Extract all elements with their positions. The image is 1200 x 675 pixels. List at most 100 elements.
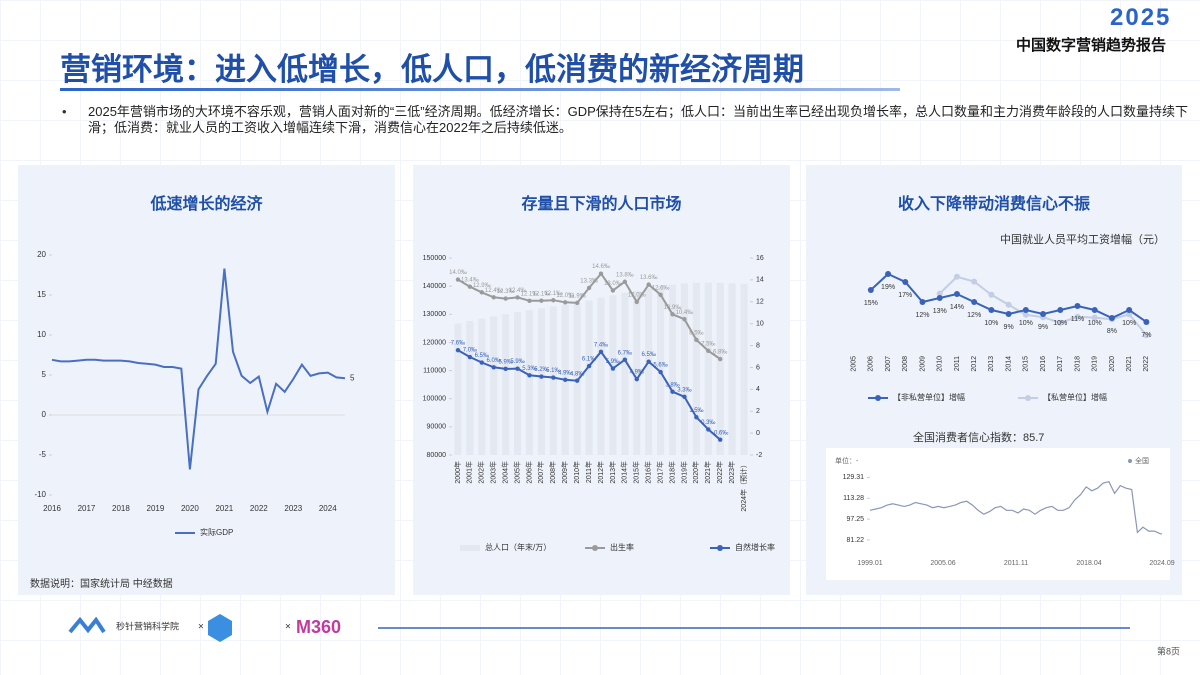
data-label: 13% [933, 308, 947, 315]
bullet-text: 2025年营销市场的大环境不容乐观，营销人面对新的“三低”经济周期。低经济增长：… [88, 104, 1188, 135]
y2-tick-label: 4 [756, 386, 760, 393]
bar [513, 312, 522, 455]
y2-tick-label: 12 [756, 299, 764, 306]
x-tick-label: 2011年 [584, 461, 593, 483]
legend-label: 自然增长率 [735, 542, 775, 552]
y-tick-label: 15 [37, 290, 46, 299]
legend-swatch [1128, 459, 1132, 463]
x-tick-label: 2008年 [548, 461, 557, 484]
point [885, 271, 892, 277]
data-label: 6.1‰ [582, 357, 596, 363]
x-tick-label: 2016 [1040, 356, 1047, 372]
point [670, 389, 675, 394]
logo-2 [208, 614, 232, 642]
bar [692, 282, 700, 455]
data-label: 12.4‰ [509, 288, 527, 294]
point [670, 312, 675, 317]
point [919, 299, 926, 305]
bar [728, 283, 736, 455]
bar [597, 297, 605, 455]
legend-swatch [592, 545, 598, 551]
x-tick-label: 2004年 [500, 461, 509, 484]
data-label: 8.5‰ [689, 330, 703, 336]
x-tick-label: 2019年 [679, 461, 688, 484]
bar [454, 323, 462, 455]
bar [645, 288, 653, 455]
point [953, 291, 960, 297]
line [869, 481, 1163, 535]
point [455, 347, 461, 353]
data-label: 12.6‰ [652, 285, 670, 291]
x-tick-label: 2005.06 [930, 560, 955, 567]
bar [621, 292, 629, 455]
x-tick-label: 2014 [1005, 356, 1012, 372]
data-label: 7.5‰ [701, 341, 715, 347]
bar [668, 284, 677, 455]
legend-label: 全国 [1135, 456, 1149, 465]
y-tick-label: 129.31 [843, 474, 865, 481]
data-label: 10% [984, 320, 998, 327]
data-label: 4.8‰ [570, 371, 584, 377]
panel-title: 存量且下滑的人口市场 [521, 196, 682, 213]
bar [549, 306, 557, 455]
x-tick-label: 2017 [1057, 356, 1064, 372]
x-tick-label: 2018 [1074, 356, 1081, 372]
title-underline [60, 88, 900, 91]
x-tick-label: 2007年 [536, 461, 545, 484]
point [988, 291, 995, 298]
data-label: 12% [915, 312, 929, 319]
bar [585, 300, 593, 455]
data-label: 7% [1141, 332, 1151, 339]
legend-label: 【私营单位】增幅 [1043, 392, 1107, 402]
y-tick-label: 97.25 [846, 516, 864, 523]
point [622, 357, 628, 362]
point [551, 298, 556, 303]
point [971, 299, 978, 305]
y2-tick-label: 0 [756, 430, 760, 437]
data-label: 13.0‰ [604, 281, 622, 287]
point [586, 285, 592, 291]
data-label: 4.9‰ [558, 370, 572, 376]
x-tick-label: 2018 [112, 504, 130, 513]
data-label: 12.9‰ [473, 283, 491, 289]
x-tick-label: 2006年 [524, 461, 533, 484]
point [953, 273, 960, 280]
bar [466, 320, 474, 455]
legend-swatch [1025, 395, 1031, 401]
x-tick-label: 2020年 [691, 461, 700, 484]
point [479, 360, 484, 365]
y-tick-label: 100000 [423, 396, 446, 403]
x-tick-label: 2017 [78, 504, 96, 513]
bar [633, 290, 641, 455]
data-label: 5.9‰ [510, 359, 524, 365]
logo-1 [68, 616, 106, 634]
point [563, 300, 568, 305]
x-tick-label: 2000年 [453, 461, 462, 484]
x-tick-label: 2010年 [572, 461, 581, 484]
y-tick-label: 81.22 [846, 537, 864, 544]
legend-swatch [717, 545, 723, 551]
point [1074, 303, 1081, 309]
legend-label: 出生率 [610, 542, 634, 552]
data-label: 13.6‰ [640, 275, 658, 281]
data-label: 12.0‰ [628, 292, 646, 298]
data-label: 15% [864, 300, 878, 307]
point [479, 290, 484, 295]
y-tick-label: -10 [34, 490, 46, 499]
legend-label: 【非私营单位】增幅 [893, 392, 965, 402]
x-tick-label: 2024 [319, 504, 337, 513]
data-label: 1.5‰ [689, 408, 703, 414]
data-label: 5.1‰ [546, 368, 560, 374]
point [682, 394, 687, 399]
year: 2025 [1110, 4, 1172, 31]
x-tick-label: 2011 [954, 356, 961, 371]
data-label: 7.6‰ [451, 341, 465, 347]
source-note: 数据说明：国家统计局 中经数据 [30, 579, 173, 590]
x-tick-label: 2020 [181, 504, 199, 513]
point [988, 307, 995, 313]
inner-box [826, 448, 1170, 580]
x-tick-label: 2022 [1143, 356, 1150, 372]
point [598, 271, 604, 276]
x-tick-label: 2002年 [477, 461, 486, 484]
